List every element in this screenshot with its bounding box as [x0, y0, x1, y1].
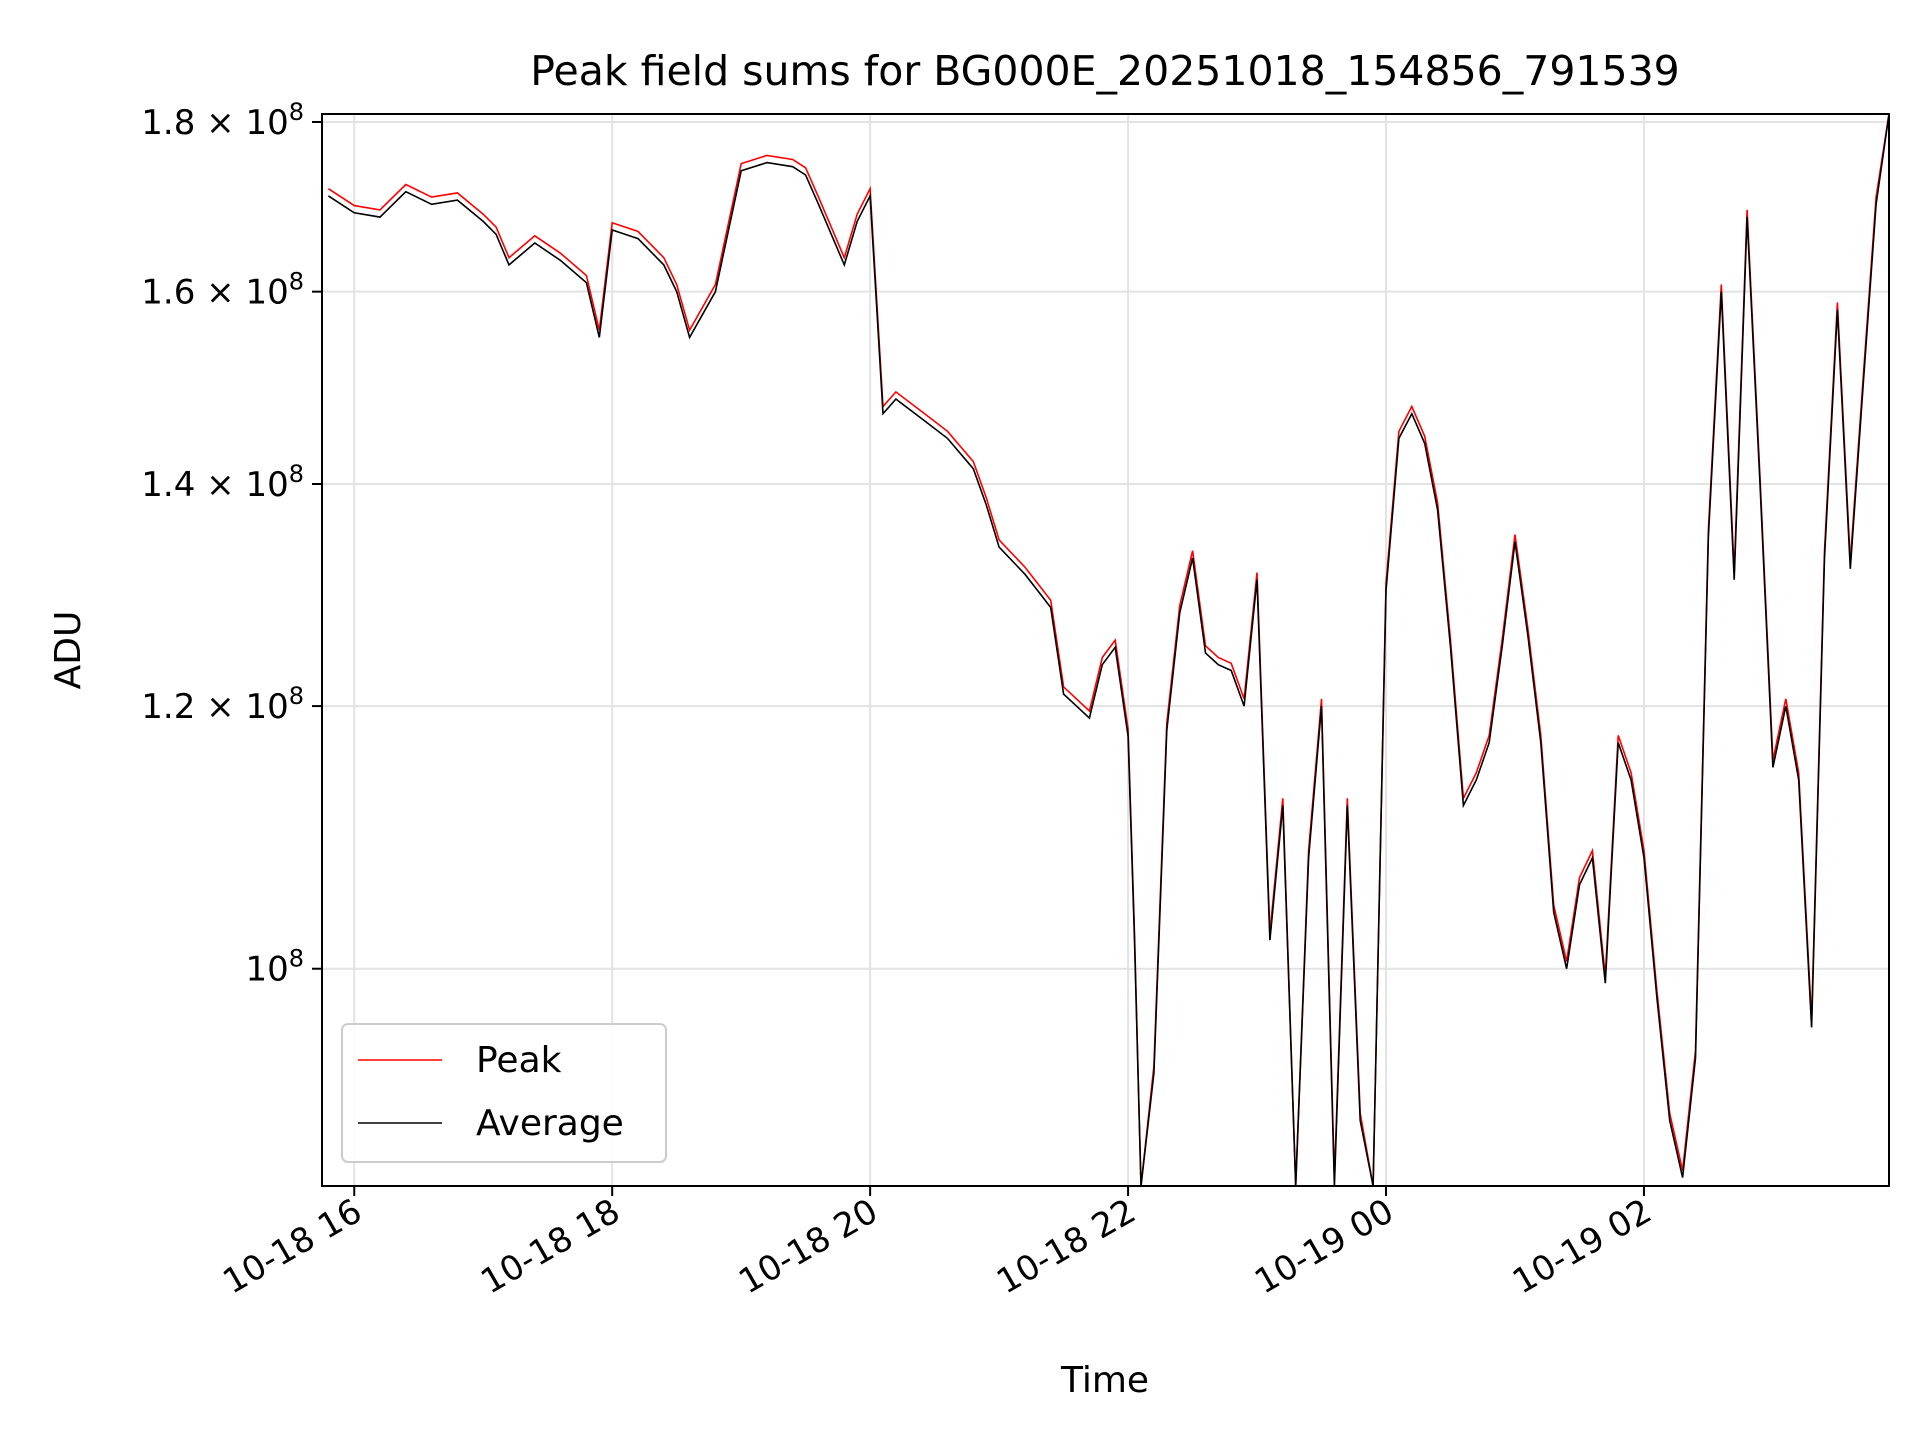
y-tick-mantissa: 1.2 [141, 687, 195, 727]
y-tick-exponent: 8 [289, 268, 304, 296]
plot-frame [321, 113, 1890, 1187]
chart-title: Peak field sums for BG000E_20251018_1548… [530, 47, 1680, 95]
y-tick-times: × [195, 687, 245, 727]
y-tick-exponent: 8 [289, 945, 304, 973]
x-axis-label: Time [1060, 1360, 1149, 1401]
y-tick-times: × [195, 465, 245, 505]
y-tick-times: × [195, 273, 245, 313]
y-tick-base: 10 [245, 687, 288, 727]
legend-label-average: Average [476, 1103, 624, 1144]
y-tick-base: 10 [245, 465, 288, 505]
y-tick-mantissa: 1.4 [141, 465, 195, 505]
y-tick-times: × [195, 103, 245, 143]
y-tick-base: 10 [245, 273, 288, 313]
grid [322, 114, 1889, 1186]
y-tick-exponent: 8 [289, 682, 304, 710]
legend-box [341, 1023, 667, 1163]
y-tick-mantissa: 1.8 [141, 103, 195, 143]
legend: Peak Average [341, 1023, 667, 1163]
y-axis-label: ADU [48, 611, 89, 690]
y-tick-base: 10 [245, 103, 288, 143]
series-line-average [327, 113, 1890, 1187]
y-tick-base: 10 [245, 950, 288, 990]
y-tick-label: 1.6 × 108 [141, 268, 304, 313]
y-tick-exponent: 8 [289, 460, 304, 488]
y-tick-label: 108 [245, 945, 304, 990]
y-tick-label: 1.2 × 108 [141, 682, 304, 727]
y-tick-label: 1.4 × 108 [141, 460, 304, 505]
y-tick-exponent: 8 [289, 98, 304, 126]
y-tick-mantissa: 1.6 [141, 273, 195, 313]
legend-label-peak: Peak [476, 1040, 562, 1081]
y-tick-label: 1.8 × 108 [141, 98, 304, 143]
series-layer [327, 113, 1890, 1187]
